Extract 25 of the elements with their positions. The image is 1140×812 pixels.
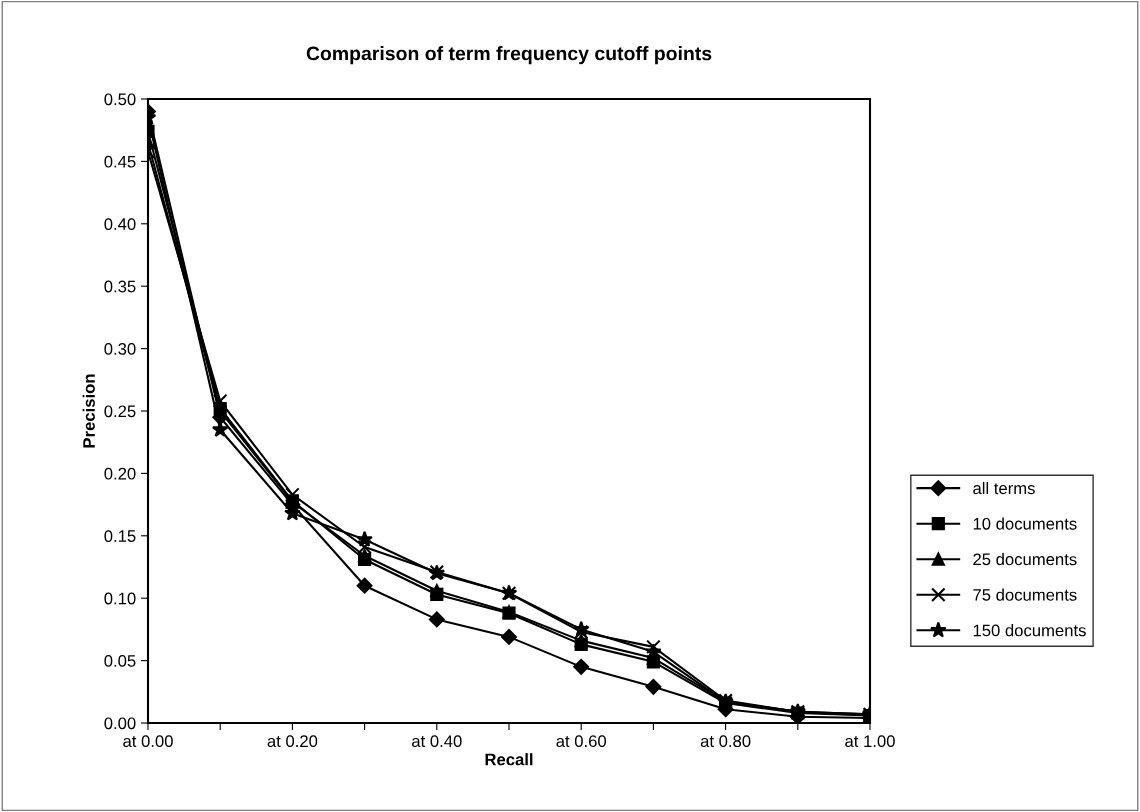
x-tick-label: at 0.40 xyxy=(412,735,462,748)
legend-label: all terms xyxy=(973,481,1035,495)
y-tick-label: 0.50 xyxy=(104,93,136,106)
y-tick-label: 0.30 xyxy=(104,343,136,355)
x-tick-label: at 0.20 xyxy=(267,735,318,748)
y-tick-label: 0.05 xyxy=(104,655,136,667)
x-tick-label: at 0.00 xyxy=(123,735,173,748)
y-tick-label: 0.40 xyxy=(104,218,136,230)
x-tick-label: at 0.60 xyxy=(556,735,607,748)
y-axis-title: Precision xyxy=(82,374,95,448)
legend-label: 150 documents xyxy=(973,624,1086,637)
y-tick-label: 0.15 xyxy=(104,530,136,542)
y-tick-label: 0.20 xyxy=(104,467,136,480)
x-tick-label: at 1.00 xyxy=(845,735,895,748)
legend-label: 75 documents xyxy=(973,588,1077,601)
legend-label: 25 documents xyxy=(973,552,1077,566)
y-tick-label: 0.45 xyxy=(104,155,136,168)
x-axis-title: Recall xyxy=(485,753,533,766)
y-tick-label: 0.25 xyxy=(104,405,136,418)
y-tick-label: 0.10 xyxy=(104,592,136,605)
y-tick-label: 0.35 xyxy=(104,280,136,293)
chart-title: Comparison of term frequency cutoff points xyxy=(306,46,712,65)
y-tick-label: 0.00 xyxy=(104,717,136,730)
legend-label: 10 documents xyxy=(973,517,1077,530)
x-tick-label: at 0.80 xyxy=(700,735,751,748)
